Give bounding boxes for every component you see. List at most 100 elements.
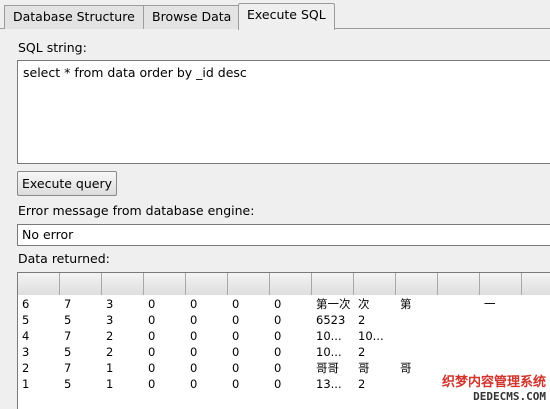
- table-cell: 2: [22, 361, 30, 375]
- table-cell: 0: [190, 313, 198, 327]
- table-cell: 6523: [316, 313, 346, 327]
- table-cell: 0: [274, 361, 282, 375]
- table-cell: 5: [64, 313, 72, 327]
- results-grid[interactable]: 6 7 3 0 0 0 0 第一次次 第 一 5 5 3 0 0 0 0 6523 2 4 7 2 0 0 0 0 10... 10.…: [17, 272, 550, 409]
- table-cell: 6: [22, 297, 30, 311]
- table-cell: 0: [274, 377, 282, 391]
- table-cell: [480, 312, 522, 328]
- table-cell: 5: [22, 313, 30, 327]
- table-cell: 7: [64, 297, 72, 311]
- data-returned-label: Data returned:: [18, 251, 110, 266]
- error-message-field: No error: [17, 224, 550, 246]
- table-cell: [480, 328, 522, 344]
- sql-string-label: SQL string:: [18, 40, 87, 55]
- table-cell: 0: [148, 345, 156, 359]
- table-cell: 7: [64, 361, 72, 375]
- table-cell: 第一次: [316, 297, 351, 311]
- column-header[interactable]: [186, 273, 228, 295]
- table-cell: 2: [106, 329, 114, 343]
- results-header-row: [18, 273, 550, 295]
- table-cell: 0: [274, 329, 282, 343]
- table-cell: [438, 312, 480, 328]
- table-cell: 哥哥: [316, 361, 339, 375]
- table-cell: 一: [484, 297, 496, 311]
- table-row[interactable]: 5 5 3 0 0 0 0 6523 2: [18, 312, 550, 328]
- table-cell: 1: [106, 361, 114, 375]
- column-header[interactable]: [480, 273, 522, 295]
- table-cell: 0: [190, 361, 198, 375]
- table-cell: [396, 344, 438, 360]
- tab-database-structure[interactable]: Database Structure: [4, 5, 144, 29]
- table-cell: 2: [106, 345, 114, 359]
- table-cell: 0: [274, 297, 282, 311]
- table-cell: [396, 328, 438, 344]
- column-header[interactable]: [438, 273, 480, 295]
- column-header[interactable]: [396, 273, 438, 295]
- table-cell: 0: [232, 377, 240, 391]
- tab-execute-sql[interactable]: Execute SQL: [238, 3, 335, 30]
- tab-browse-data[interactable]: Browse Data: [143, 5, 241, 29]
- table-cell: 3: [106, 313, 114, 327]
- table-cell: 3: [22, 345, 30, 359]
- table-cell: 10...: [316, 329, 342, 343]
- column-header[interactable]: [60, 273, 102, 295]
- table-cell: 2: [358, 313, 366, 327]
- table-cell: [438, 328, 480, 344]
- table-row[interactable]: 3 5 2 0 0 0 0 10... 2: [18, 344, 550, 360]
- table-cell: 5: [64, 345, 72, 359]
- table-cell: [480, 360, 522, 376]
- table-row[interactable]: 2 7 1 0 0 0 0 哥哥哥哥: [18, 360, 550, 376]
- table-cell: 0: [274, 313, 282, 327]
- table-cell: [396, 312, 438, 328]
- table-cell: 5: [64, 377, 72, 391]
- table-cell: 0: [190, 297, 198, 311]
- table-cell: [396, 376, 438, 392]
- table-cell: [480, 376, 522, 392]
- table-cell: 4: [22, 329, 30, 343]
- table-cell: [438, 360, 480, 376]
- table-cell: 10...: [358, 329, 384, 343]
- column-header[interactable]: [270, 273, 312, 295]
- error-message-label: Error message from database engine:: [18, 203, 255, 218]
- column-header[interactable]: [144, 273, 186, 295]
- column-header[interactable]: [354, 273, 396, 295]
- table-cell: 1: [106, 377, 114, 391]
- table-cell: 0: [232, 345, 240, 359]
- tab-bar: Database Structure Browse Data Execute S…: [0, 0, 550, 30]
- execute-query-button[interactable]: Execute query: [17, 171, 117, 196]
- table-row[interactable]: 1 5 1 0 0 0 0 13... 2: [18, 376, 550, 392]
- table-cell: 0: [148, 313, 156, 327]
- sql-input[interactable]: select * from data order by _id desc: [17, 60, 550, 164]
- results-rows: 6 7 3 0 0 0 0 第一次次 第 一 5 5 3 0 0 0 0 6523 2 4 7 2 0 0 0 0 10... 10.…: [18, 296, 550, 392]
- table-cell: 0: [190, 345, 198, 359]
- column-header[interactable]: [18, 273, 60, 295]
- table-cell: [438, 344, 480, 360]
- table-cell: 0: [148, 297, 156, 311]
- table-cell: 0: [232, 329, 240, 343]
- table-cell: 13...: [316, 377, 342, 391]
- table-cell: 0: [190, 377, 198, 391]
- table-cell: [480, 344, 522, 360]
- table-cell: 0: [148, 361, 156, 375]
- table-cell: 3: [106, 297, 114, 311]
- table-cell: [438, 296, 480, 312]
- table-cell: 0: [232, 297, 240, 311]
- table-cell: 0: [190, 329, 198, 343]
- table-cell: 7: [64, 329, 72, 343]
- column-header[interactable]: [312, 273, 354, 295]
- table-cell: 0: [148, 329, 156, 343]
- table-cell: 0: [232, 313, 240, 327]
- table-cell: 次: [358, 297, 370, 311]
- table-cell: 2: [358, 377, 366, 391]
- table-cell: 第: [400, 297, 412, 311]
- table-cell: 1: [22, 377, 30, 391]
- table-row[interactable]: 6 7 3 0 0 0 0 第一次次 第 一: [18, 296, 550, 312]
- table-cell: 10...: [316, 345, 342, 359]
- table-cell: 哥: [358, 361, 370, 375]
- table-cell: 哥: [400, 361, 412, 375]
- table-cell: 0: [232, 361, 240, 375]
- column-header[interactable]: [522, 273, 550, 295]
- table-row[interactable]: 4 7 2 0 0 0 0 10... 10...: [18, 328, 550, 344]
- column-header[interactable]: [228, 273, 270, 295]
- column-header[interactable]: [102, 273, 144, 295]
